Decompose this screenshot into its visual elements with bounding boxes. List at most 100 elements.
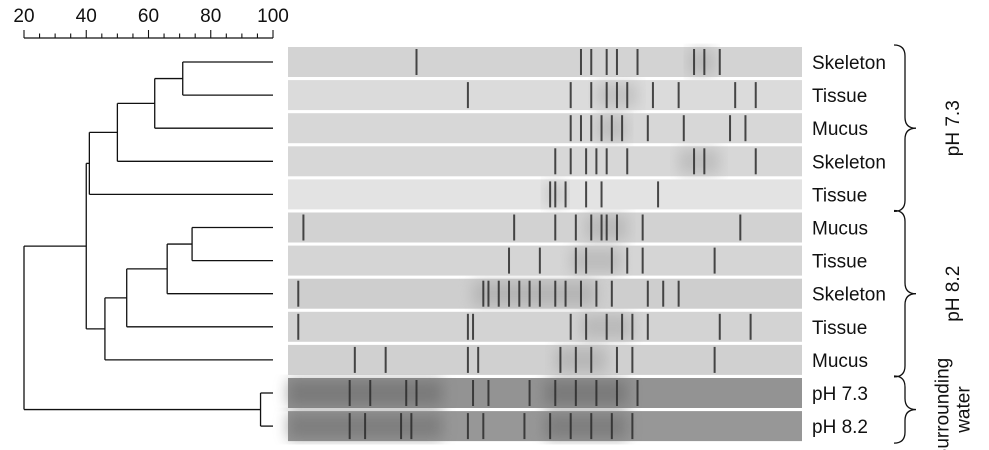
gel-band	[549, 413, 552, 440]
gel-band	[646, 313, 649, 340]
lane-label: Skeleton	[812, 53, 886, 74]
gel-band	[590, 115, 593, 142]
scale-tick-label: 60	[138, 6, 159, 27]
gel-band	[595, 148, 598, 175]
gel-band	[466, 313, 469, 340]
gel-band	[631, 413, 634, 440]
gel-band	[610, 247, 613, 274]
gel-band	[415, 380, 418, 406]
gel-band	[605, 82, 608, 109]
gel-band	[590, 346, 593, 373]
gel-band	[523, 413, 526, 440]
gel-band	[297, 280, 300, 307]
gel-band	[646, 115, 649, 142]
gel-band	[621, 313, 624, 340]
gel-band	[569, 313, 572, 340]
lane-label: Mucus	[812, 219, 868, 240]
gel-band	[615, 214, 618, 241]
gel-lane	[288, 179, 802, 210]
gel-lane	[288, 47, 802, 77]
gel-band	[364, 413, 367, 440]
gel-band	[466, 82, 469, 109]
gel-band	[564, 181, 567, 208]
gel-band	[585, 247, 588, 274]
gel-band	[605, 313, 608, 340]
gel-band	[554, 148, 557, 175]
gel-band	[734, 82, 737, 109]
gel-band	[626, 148, 629, 175]
gel-band	[554, 214, 557, 241]
gel-band	[579, 49, 582, 75]
gel-band	[518, 280, 521, 307]
lane-labels: Skeleton Tissue Mucus Skeleton Tissue Mucus Ti…	[812, 53, 886, 438]
gel-smear	[555, 346, 607, 373]
gel-band	[641, 247, 644, 274]
scale-tick-label: 20	[13, 6, 34, 27]
gel-band	[615, 49, 618, 75]
gel-band	[554, 181, 557, 208]
gel-band	[626, 247, 629, 274]
gel-band	[590, 413, 593, 440]
gel-band	[579, 115, 582, 142]
lane-label: Mucus	[812, 351, 868, 372]
lane-label: Skeleton	[812, 152, 886, 173]
gel-lane-background	[288, 245, 802, 276]
gel-band	[564, 280, 567, 307]
lane-label: pH 7.3	[812, 384, 868, 405]
gel-band	[574, 380, 577, 406]
gel-band	[682, 115, 685, 142]
gel-band	[353, 346, 356, 373]
gel-band	[549, 181, 552, 208]
gel-band	[713, 247, 716, 274]
gel-lane-background	[288, 212, 802, 243]
gel-band	[713, 346, 716, 373]
group-label: water	[954, 386, 975, 434]
gel-band	[641, 214, 644, 241]
gel-band	[703, 49, 706, 75]
dgge-gel	[288, 45, 802, 444]
gel-band	[508, 280, 511, 307]
gel-smear	[688, 49, 715, 75]
scale-tick-label: 40	[76, 6, 97, 27]
gel-band	[744, 115, 747, 142]
gel-band	[348, 413, 351, 440]
gel-band	[482, 413, 485, 440]
gel-lane	[288, 411, 802, 442]
lane-label: Skeleton	[812, 285, 886, 306]
gel-band	[595, 280, 598, 307]
gel-band	[718, 313, 721, 340]
gel-band	[590, 82, 593, 109]
gel-band	[554, 380, 557, 406]
gel-band	[605, 148, 608, 175]
gel-band	[569, 148, 572, 175]
gel-band	[528, 280, 531, 307]
gel-band	[497, 280, 500, 307]
gel-band	[585, 148, 588, 175]
gel-band	[754, 82, 757, 109]
gel-smear	[545, 413, 628, 440]
gel-band	[631, 346, 634, 373]
gel-lane-background	[288, 146, 802, 177]
gel-lane-background	[288, 311, 802, 342]
gel-lane-background	[288, 113, 802, 144]
gel-band	[569, 115, 572, 142]
gel-band	[574, 247, 577, 274]
gel-lane	[288, 113, 802, 144]
gel-lane	[288, 80, 802, 111]
gel-band	[615, 82, 618, 109]
gel-band	[610, 115, 613, 142]
gel-band	[703, 148, 706, 175]
gel-lane-background	[288, 344, 802, 375]
group-label: Surrounding	[933, 358, 954, 450]
similarity-scale-bar: 20 40 60 80 100	[13, 6, 289, 39]
gel-background	[288, 45, 802, 444]
group-brackets: pH 7.3 pH 8.2 Surrounding water	[893, 44, 975, 450]
gel-band	[718, 49, 721, 75]
gel-band	[754, 148, 757, 175]
gel-band	[590, 214, 593, 241]
gel-band	[574, 214, 577, 241]
gel-band	[297, 313, 300, 340]
gel-band	[600, 181, 603, 208]
group-bracket	[893, 375, 917, 444]
